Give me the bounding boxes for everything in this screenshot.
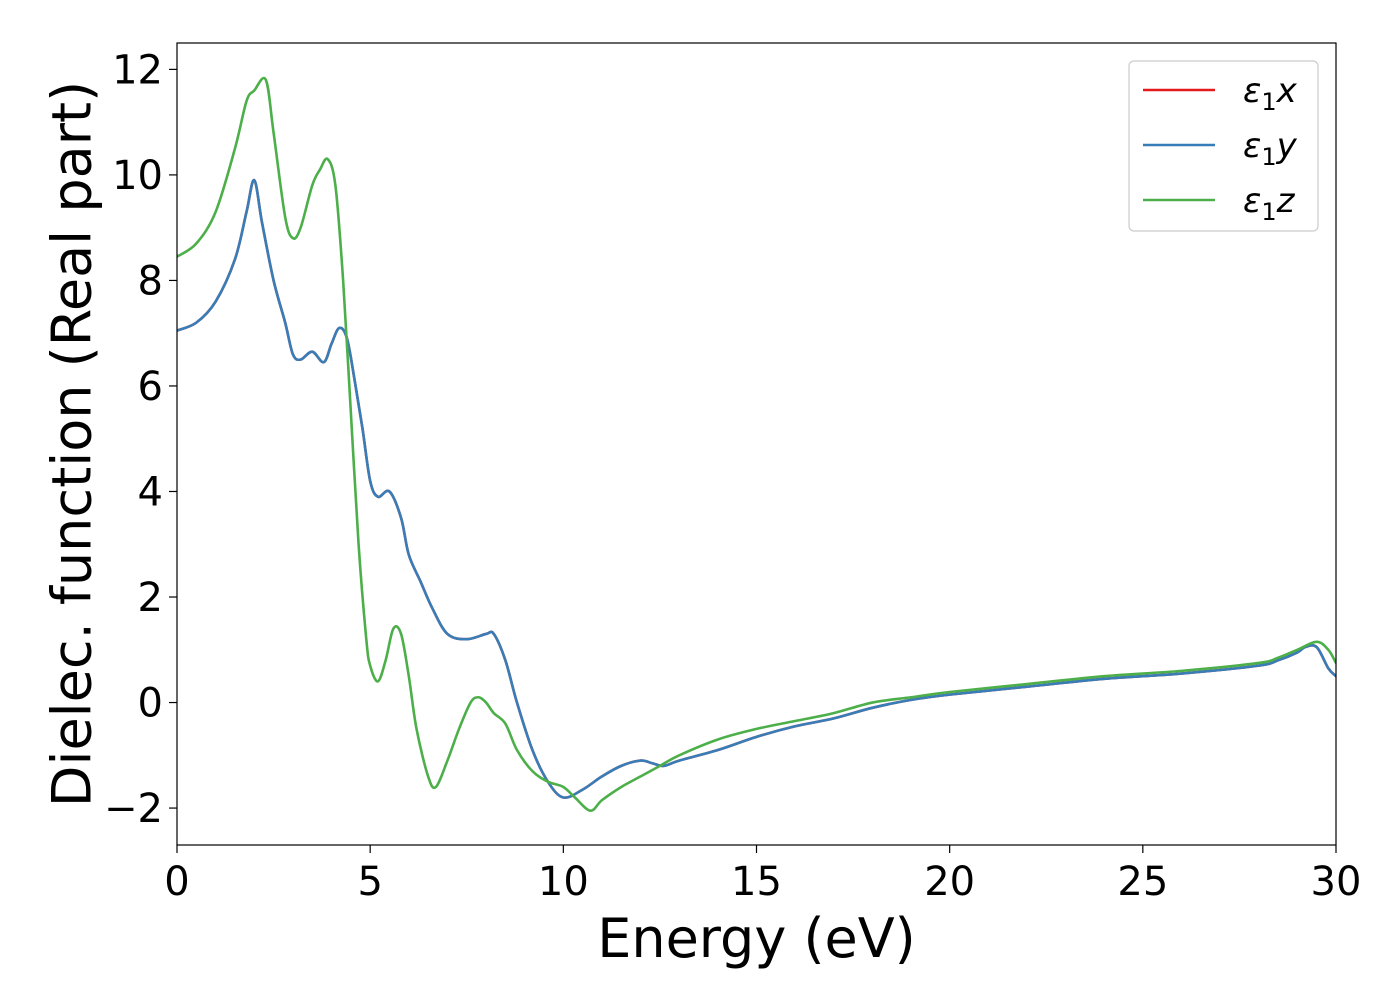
series-layer xyxy=(177,76,1336,812)
y-tick-label: −2 xyxy=(104,786,163,832)
x-axis-label: Energy (eV) xyxy=(597,907,916,970)
legend-item-x: ε1x xyxy=(1143,71,1298,116)
x-tick-label: 20 xyxy=(924,859,975,905)
legend-label: ε1y xyxy=(1243,126,1298,171)
y-tick-label: 10 xyxy=(112,153,163,199)
legend-label: ε1x xyxy=(1243,71,1298,116)
y-tick-label: 0 xyxy=(138,681,163,727)
x-tick-label: 0 xyxy=(164,859,189,905)
x-tick-label: 10 xyxy=(538,859,589,905)
series-line-y xyxy=(177,178,1336,799)
series-line-z xyxy=(177,76,1336,812)
y-tick-label: 12 xyxy=(112,47,163,93)
legend-item-y: ε1y xyxy=(1143,126,1298,171)
legend-label: ε1z xyxy=(1243,181,1296,226)
y-tick-label: 2 xyxy=(138,575,163,621)
legend-item-z: ε1z xyxy=(1143,181,1296,226)
x-tick-label: 5 xyxy=(357,859,382,905)
series-line-x xyxy=(177,178,1336,799)
x-tick-label: 30 xyxy=(1311,859,1362,905)
legend: ε1x ε1y ε1z xyxy=(1128,60,1319,232)
x-tick-label: 15 xyxy=(731,859,782,905)
y-tick-label: 4 xyxy=(138,469,163,515)
y-tick-label: 8 xyxy=(138,258,163,304)
legend-box xyxy=(1128,60,1319,232)
y-tick-label: 6 xyxy=(138,364,163,410)
y-axis-label: Dielec. function (Real part) xyxy=(41,81,104,807)
x-tick-label: 25 xyxy=(1117,859,1168,905)
